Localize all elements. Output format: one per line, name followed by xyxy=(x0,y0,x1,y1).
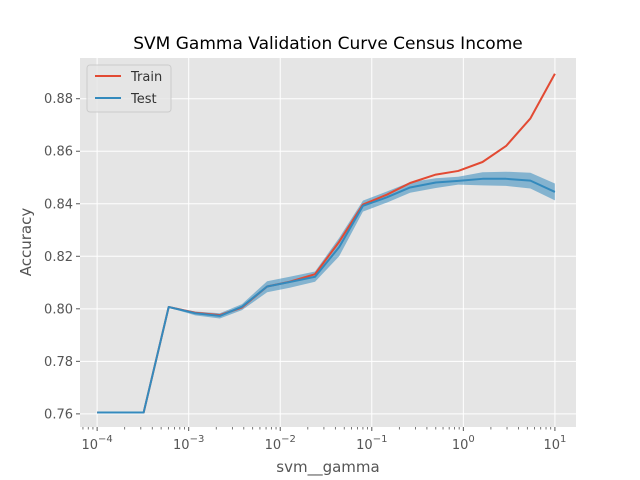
x-axis-label: svm__gamma xyxy=(276,458,379,477)
y-tick-label: 0.82 xyxy=(44,250,73,265)
x-tick-label: 10−1 xyxy=(356,434,387,453)
legend: Train Test xyxy=(86,64,172,113)
x-tick-label: 101 xyxy=(543,434,566,453)
plot-background xyxy=(80,58,576,427)
y-tick-label: 0.76 xyxy=(44,407,73,422)
series-line-test xyxy=(97,177,556,414)
x-tick-label: 10−3 xyxy=(173,434,204,453)
x-tick-label: 10−4 xyxy=(81,434,112,453)
y-tick-label: 0.88 xyxy=(44,92,73,107)
chart-title: SVM Gamma Validation Curve Census Income xyxy=(133,34,522,54)
x-tick-label: 100 xyxy=(452,434,475,453)
grid-lines xyxy=(80,58,576,427)
y-tick-label: 0.78 xyxy=(44,355,73,370)
legend-label-train: Train xyxy=(130,70,162,85)
series-lines xyxy=(97,73,556,414)
y-axis-label: Accuracy xyxy=(17,208,35,277)
y-tick-label: 0.86 xyxy=(44,145,73,160)
y-axis-ticks: 0.76 0.78 0.80 0.82 0.84 0.86 0.88 xyxy=(44,92,80,422)
x-tick-label: 10−2 xyxy=(265,434,296,453)
y-tick-label: 0.80 xyxy=(44,302,73,317)
y-tick-label: 0.84 xyxy=(44,197,73,212)
x-axis-ticks: 10−4 10−3 10−2 10−1 100 101 xyxy=(81,427,566,453)
legend-label-test: Test xyxy=(130,92,157,107)
